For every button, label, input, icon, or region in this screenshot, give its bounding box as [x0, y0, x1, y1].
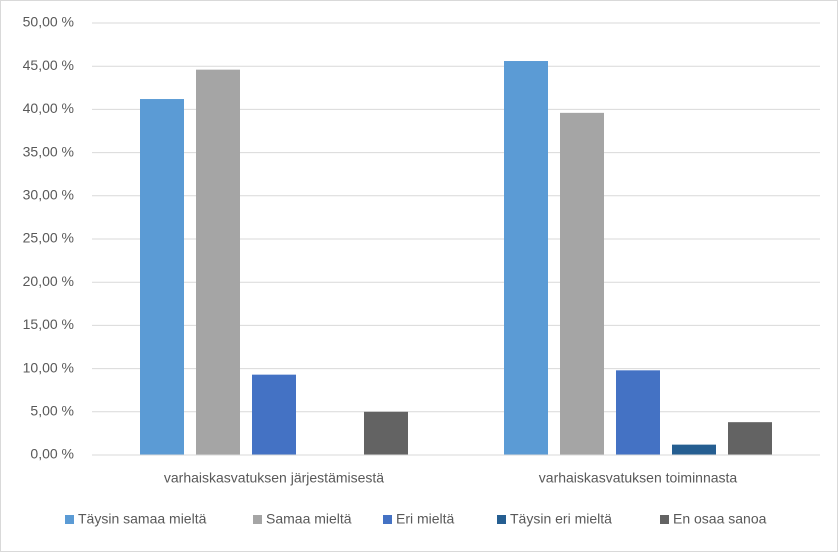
x-tick-label: varhaiskasvatuksen järjestämisestä: [164, 470, 384, 486]
legend-swatch: [65, 515, 74, 524]
bar: [196, 69, 240, 455]
legend-label: Täysin samaa mieltä: [78, 511, 207, 527]
y-tick-label: 15,00 %: [23, 316, 74, 332]
legend-swatch: [253, 515, 262, 524]
y-tick-label: 50,00 %: [23, 14, 74, 30]
bar: [728, 422, 772, 455]
bar: [252, 374, 296, 455]
y-tick-label: 10,00 %: [23, 359, 74, 375]
legend-label: Samaa mieltä: [266, 511, 352, 527]
bar: [616, 370, 660, 455]
y-tick-label: 45,00 %: [23, 57, 74, 73]
y-tick-label: 40,00 %: [23, 100, 74, 116]
y-tick-label: 30,00 %: [23, 187, 74, 203]
legend-swatch: [497, 515, 506, 524]
legend-label: Eri mieltä: [396, 511, 455, 527]
legend-swatch: [383, 515, 392, 524]
bar: [560, 112, 604, 455]
y-tick-label: 35,00 %: [23, 143, 74, 159]
bar: [364, 411, 408, 455]
legend-label: En osaa sanoa: [673, 511, 767, 527]
legend-swatch: [660, 515, 669, 524]
y-tick-label: 5,00 %: [30, 403, 74, 419]
y-tick-label: 0,00 %: [30, 446, 74, 462]
bar: [504, 61, 548, 456]
x-tick-label: varhaiskasvatuksen toiminnasta: [539, 470, 738, 486]
bar: [140, 99, 184, 456]
y-tick-label: 20,00 %: [23, 273, 74, 289]
y-tick-label: 25,00 %: [23, 230, 74, 246]
bar: [672, 444, 716, 455]
legend-label: Täysin eri mieltä: [510, 511, 612, 527]
